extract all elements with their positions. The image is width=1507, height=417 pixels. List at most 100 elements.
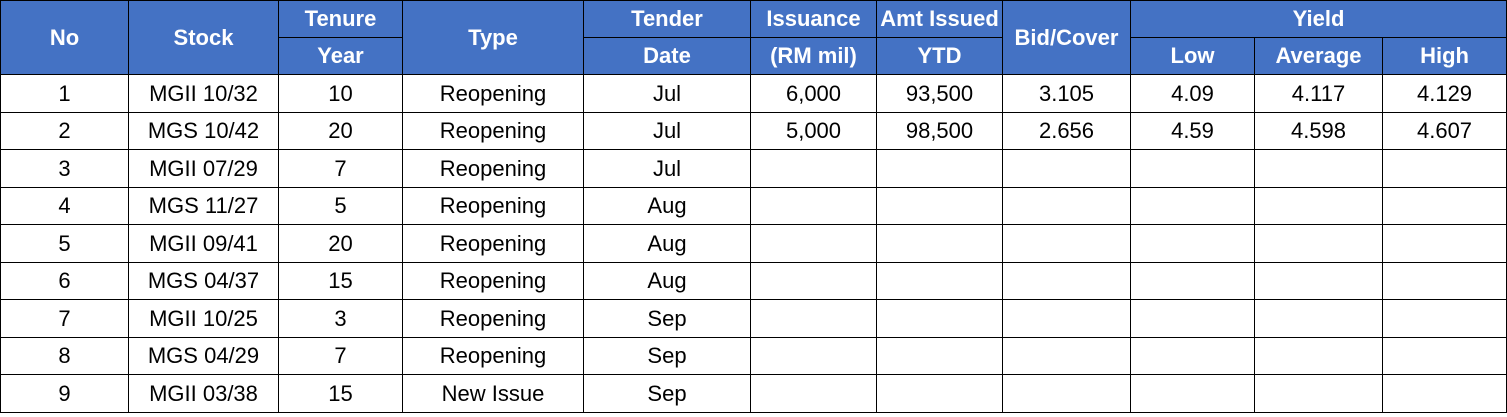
cell-yield-average bbox=[1254, 299, 1383, 338]
cell-amt-issued bbox=[876, 299, 1003, 338]
cell-yield-average bbox=[1254, 337, 1383, 375]
cell-tender-date: Sep bbox=[583, 374, 751, 413]
cell-issuance bbox=[750, 337, 877, 375]
cell-stock: MGS 04/29 bbox=[128, 337, 279, 375]
cell-amt-issued: 98,500 bbox=[876, 112, 1003, 150]
cell-stock: MGII 10/25 bbox=[128, 299, 279, 338]
table-row: 2 MGS 10/42 20 Reopening Jul 5,000 98,500 2.656… bbox=[0, 112, 1507, 150]
cell-type: Reopening bbox=[402, 74, 584, 113]
header-yield-low: Low bbox=[1130, 37, 1255, 75]
cell-tender-date: Aug bbox=[583, 262, 751, 300]
cell-amt-issued bbox=[876, 187, 1003, 225]
cell-type: New Issue bbox=[402, 374, 584, 413]
cell-amt-issued bbox=[876, 224, 1003, 263]
table-header: No Stock Tenure Type Tender Issuance Amt… bbox=[0, 0, 1507, 75]
cell-tenure: 20 bbox=[278, 224, 403, 263]
cell-bid-cover: 3.105 bbox=[1002, 74, 1131, 113]
table-row: 7 MGII 10/25 3 Reopening Sep bbox=[0, 299, 1507, 338]
cell-yield-high bbox=[1381, 374, 1507, 413]
table-row: 4 MGS 11/27 5 Reopening Aug bbox=[0, 187, 1507, 225]
header-amt-issued-ytd: YTD bbox=[876, 37, 1003, 75]
cell-yield-high: 4.607 bbox=[1381, 112, 1507, 150]
cell-yield-low: 4.09 bbox=[1130, 74, 1255, 113]
cell-type: Reopening bbox=[402, 187, 584, 225]
cell-type: Reopening bbox=[402, 337, 584, 375]
cell-bid-cover bbox=[1002, 299, 1131, 338]
header-tender-date: Date bbox=[583, 37, 751, 75]
cell-amt-issued: 93,500 bbox=[876, 74, 1003, 113]
cell-no: 2 bbox=[0, 112, 129, 150]
cell-tender-date: Aug bbox=[583, 224, 751, 263]
cell-stock: MGII 07/29 bbox=[128, 149, 279, 188]
cell-bid-cover: 2.656 bbox=[1002, 112, 1131, 150]
cell-tenure: 3 bbox=[278, 299, 403, 338]
cell-no: 8 bbox=[0, 337, 129, 375]
table-body: 1 MGII 10/32 10 Reopening Jul 6,000 93,500 3.10… bbox=[0, 74, 1507, 413]
cell-tenure: 7 bbox=[278, 337, 403, 375]
cell-no: 7 bbox=[0, 299, 129, 338]
cell-no: 3 bbox=[0, 149, 129, 188]
cell-yield-low bbox=[1130, 224, 1255, 263]
cell-issuance bbox=[750, 262, 877, 300]
cell-amt-issued bbox=[876, 374, 1003, 413]
cell-yield-average bbox=[1254, 187, 1383, 225]
cell-tenure: 10 bbox=[278, 74, 403, 113]
cell-tenure: 15 bbox=[278, 374, 403, 413]
header-issuance-unit: (RM mil) bbox=[750, 37, 877, 75]
header-tenure: Tenure bbox=[278, 0, 403, 38]
cell-type: Reopening bbox=[402, 224, 584, 263]
cell-yield-average: 4.598 bbox=[1254, 112, 1383, 150]
header-yield: Yield bbox=[1129, 0, 1507, 38]
cell-tender-date: Aug bbox=[583, 187, 751, 225]
cell-bid-cover bbox=[1002, 187, 1131, 225]
cell-issuance: 6,000 bbox=[750, 74, 877, 113]
cell-no: 5 bbox=[0, 224, 129, 263]
cell-yield-low bbox=[1130, 337, 1255, 375]
cell-yield-low bbox=[1130, 262, 1255, 300]
cell-yield-average bbox=[1254, 224, 1383, 263]
cell-tenure: 20 bbox=[278, 112, 403, 150]
cell-issuance bbox=[750, 224, 877, 263]
cell-issuance: 5,000 bbox=[750, 112, 877, 150]
cell-no: 1 bbox=[0, 74, 129, 113]
cell-bid-cover bbox=[1002, 337, 1131, 375]
cell-yield-low bbox=[1130, 149, 1255, 188]
cell-yield-high bbox=[1381, 337, 1507, 375]
table-row: 1 MGII 10/32 10 Reopening Jul 6,000 93,500 3.10… bbox=[0, 74, 1507, 113]
cell-yield-high bbox=[1381, 224, 1507, 263]
cell-type: Reopening bbox=[402, 299, 584, 338]
cell-tender-date: Jul bbox=[583, 112, 751, 150]
cell-tenure: 15 bbox=[278, 262, 403, 300]
cell-stock: MGS 04/37 bbox=[128, 262, 279, 300]
cell-amt-issued bbox=[876, 149, 1003, 188]
table-row: 5 MGII 09/41 20 Reopening Aug bbox=[0, 224, 1507, 263]
cell-yield-average bbox=[1254, 374, 1383, 413]
cell-yield-high bbox=[1381, 187, 1507, 225]
cell-tenure: 5 bbox=[278, 187, 403, 225]
cell-yield-average: 4.117 bbox=[1254, 74, 1383, 113]
cell-bid-cover bbox=[1002, 262, 1131, 300]
cell-stock: MGII 10/32 bbox=[128, 74, 279, 113]
cell-tender-date: Sep bbox=[583, 299, 751, 338]
cell-tender-date: Jul bbox=[583, 74, 751, 113]
cell-tender-date: Jul bbox=[583, 149, 751, 188]
header-yield-average: Average bbox=[1254, 37, 1383, 75]
cell-issuance bbox=[750, 374, 877, 413]
header-bid-cover: Bid/Cover bbox=[1002, 0, 1131, 75]
cell-no: 9 bbox=[0, 374, 129, 413]
cell-type: Reopening bbox=[402, 149, 584, 188]
cell-tenure: 7 bbox=[278, 149, 403, 188]
cell-stock: MGII 09/41 bbox=[128, 224, 279, 263]
table-row: 3 MGII 07/29 7 Reopening Jul bbox=[0, 149, 1507, 188]
cell-yield-high bbox=[1381, 149, 1507, 188]
cell-issuance bbox=[750, 299, 877, 338]
cell-issuance bbox=[750, 187, 877, 225]
cell-issuance bbox=[750, 149, 877, 188]
cell-yield-average bbox=[1254, 149, 1383, 188]
cell-type: Reopening bbox=[402, 112, 584, 150]
header-tender: Tender bbox=[583, 0, 751, 38]
table-row: 8 MGS 04/29 7 Reopening Sep bbox=[0, 337, 1507, 375]
header-yield-high: High bbox=[1381, 37, 1507, 75]
cell-yield-low bbox=[1130, 187, 1255, 225]
